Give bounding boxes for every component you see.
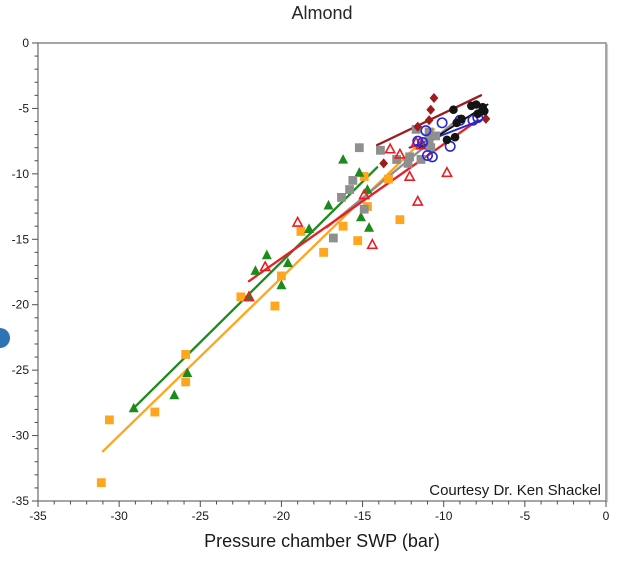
data-point-orange-squares: [384, 174, 393, 184]
data-point-gray-squares: [426, 143, 436, 153]
data-point-green-triangles: [323, 199, 334, 210]
data-point-gray-squares: [403, 158, 413, 168]
plot-frame: [37, 42, 607, 502]
data-point-orange-squares: [270, 301, 280, 311]
data-point-red-open-triangles: [366, 238, 379, 250]
courtesy-annotation: Courtesy Dr. Ken Shackel: [429, 482, 601, 499]
y-tick-label: -15: [12, 232, 30, 246]
data-point-blue-open-circles: [420, 125, 432, 137]
data-point-orange-squares: [296, 227, 306, 236]
data-point-black-circles: [479, 106, 489, 116]
data-point-dark-red-diamonds: [426, 104, 436, 115]
data-point-green-triangles: [250, 265, 261, 275]
trend-line-green-triangles: [132, 166, 379, 410]
data-point-gray-squares: [359, 204, 369, 214]
data-point-gray-squares: [392, 155, 402, 164]
data-point-green-triangles: [261, 249, 272, 260]
data-point-red-open-triangles: [393, 147, 406, 159]
data-point-green-triangles: [338, 154, 349, 164]
slide-bullet-partial-icon: [0, 328, 10, 348]
data-point-orange-squares: [181, 350, 191, 359]
data-point-orange-squares: [338, 221, 348, 231]
data-point-dark-red-diamonds: [424, 115, 434, 126]
data-point-black-circles: [473, 109, 483, 118]
data-point-black-circles: [442, 135, 452, 145]
data-point-blue-open-circles: [426, 151, 438, 163]
data-point-gray-squares: [416, 155, 426, 164]
data-point-green-triangles: [355, 211, 366, 222]
y-tick-label: -10: [12, 167, 30, 181]
data-point-green-triangles: [169, 389, 180, 400]
data-point-orange-squares: [277, 271, 286, 281]
data-point-gray-squares: [354, 143, 364, 153]
data-point-gray-squares: [424, 135, 434, 145]
x-tick-label: -20: [273, 509, 291, 523]
y-tick-label: -35: [12, 494, 30, 508]
y-tick-label: -5: [18, 101, 29, 115]
data-point-orange-squares: [319, 247, 329, 257]
x-tick-label: -25: [192, 509, 210, 523]
y-tick-label: -30: [12, 429, 30, 443]
data-point-orange-squares: [359, 172, 369, 181]
x-tick-label: -15: [354, 509, 372, 523]
data-point-red-open-triangles: [403, 169, 416, 182]
data-point-green-triangles: [282, 257, 293, 268]
data-point-blue-open-circles: [421, 150, 433, 162]
data-point-orange-squares: [236, 292, 246, 302]
data-point-green-triangles: [182, 367, 193, 377]
data-point-black-circles: [457, 114, 466, 124]
data-point-blue-open-circles: [436, 117, 448, 129]
data-point-green-triangles: [304, 223, 315, 234]
data-point-gray-squares: [424, 127, 434, 137]
chart-title: Almond: [291, 3, 353, 23]
data-point-black-circles: [450, 132, 460, 142]
data-point-gray-squares: [348, 176, 358, 185]
data-point-red-open-triangles: [441, 166, 453, 178]
data-point-orange-squares: [150, 407, 160, 417]
data-point-gray-squares: [328, 233, 338, 243]
data-point-dark-red-diamonds: [481, 113, 491, 124]
data-point-dark-red-diamonds: [429, 92, 439, 103]
data-point-dark-red-diamonds: [413, 121, 423, 132]
data-point-red-open-triangles: [358, 188, 371, 200]
data-point-green-triangles: [364, 222, 375, 232]
data-point-black-circles: [449, 105, 458, 115]
data-point-orange-squares: [105, 415, 114, 425]
data-point-red-open-triangles: [384, 142, 397, 154]
data-point-green-triangles: [243, 291, 254, 302]
data-point-gray-squares: [405, 152, 415, 162]
data-point-gray-squares: [337, 193, 346, 202]
data-point-orange-squares: [96, 478, 106, 488]
data-point-red-open-triangles: [259, 260, 272, 272]
data-point-green-triangles: [276, 279, 287, 290]
data-point-orange-squares: [181, 377, 191, 387]
data-point-orange-squares: [353, 236, 363, 245]
x-tick-label: -5: [520, 509, 531, 523]
x-tick-label: -35: [29, 509, 47, 523]
data-point-blue-open-circles: [412, 135, 424, 147]
y-tick-label: -25: [12, 363, 30, 377]
data-point-red-open-triangles: [411, 194, 424, 206]
data-point-red-open-triangles: [291, 215, 304, 227]
x-tick-label: -10: [435, 509, 453, 523]
data-point-blue-open-circles: [417, 136, 429, 148]
x-axis-title: Pressure chamber SWP (bar): [204, 531, 440, 551]
y-tick-label: 0: [22, 36, 29, 50]
x-tick-label: 0: [603, 509, 610, 523]
x-tick-label: -30: [110, 509, 128, 523]
data-point-red-open-triangles: [243, 290, 255, 302]
trend-line-red-open-triangles: [247, 119, 479, 283]
data-point-dark-red-diamonds: [379, 158, 389, 169]
data-point-gray-squares: [376, 145, 385, 155]
data-point-black-circles: [471, 100, 481, 109]
data-point-orange-squares: [395, 215, 405, 225]
data-point-gray-squares: [431, 131, 440, 141]
data-point-green-triangles: [354, 167, 365, 177]
data-point-green-triangles: [128, 402, 139, 413]
trend-line-orange-squares: [101, 128, 436, 453]
data-point-gray-squares: [345, 185, 354, 194]
y-tick-label: -20: [12, 298, 30, 312]
